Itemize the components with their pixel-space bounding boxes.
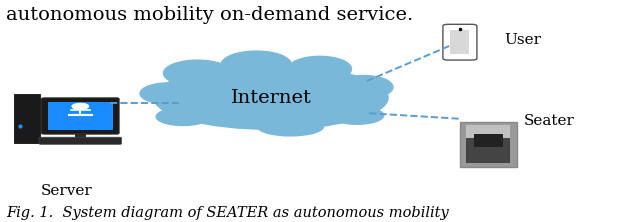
Bar [466, 134, 510, 163]
Ellipse shape [156, 108, 210, 125]
Text: Internet: Internet [231, 89, 311, 107]
Bar [474, 134, 503, 147]
Bar [48, 102, 113, 130]
Ellipse shape [330, 107, 384, 124]
FancyBboxPatch shape [39, 137, 122, 144]
Ellipse shape [257, 117, 324, 136]
Bar [466, 125, 510, 138]
FancyBboxPatch shape [42, 98, 119, 134]
Ellipse shape [288, 56, 352, 82]
Text: autonomous mobility on-demand service.: autonomous mobility on-demand service. [6, 6, 413, 24]
Text: Seater: Seater [524, 114, 575, 128]
Ellipse shape [221, 51, 292, 79]
Bar [14, 94, 40, 143]
Bar [450, 30, 469, 54]
Circle shape [72, 103, 88, 109]
FancyBboxPatch shape [443, 24, 477, 60]
Ellipse shape [140, 83, 197, 104]
Ellipse shape [154, 66, 388, 129]
Text: Server: Server [40, 184, 92, 198]
Bar [460, 122, 517, 166]
Bar [55, 138, 106, 142]
Ellipse shape [163, 60, 232, 86]
Text: User: User [504, 33, 541, 47]
Text: Fig. 1.  System diagram of SEATER as autonomous mobility: Fig. 1. System diagram of SEATER as auto… [6, 206, 449, 220]
Bar [74, 133, 86, 139]
Ellipse shape [335, 75, 393, 99]
